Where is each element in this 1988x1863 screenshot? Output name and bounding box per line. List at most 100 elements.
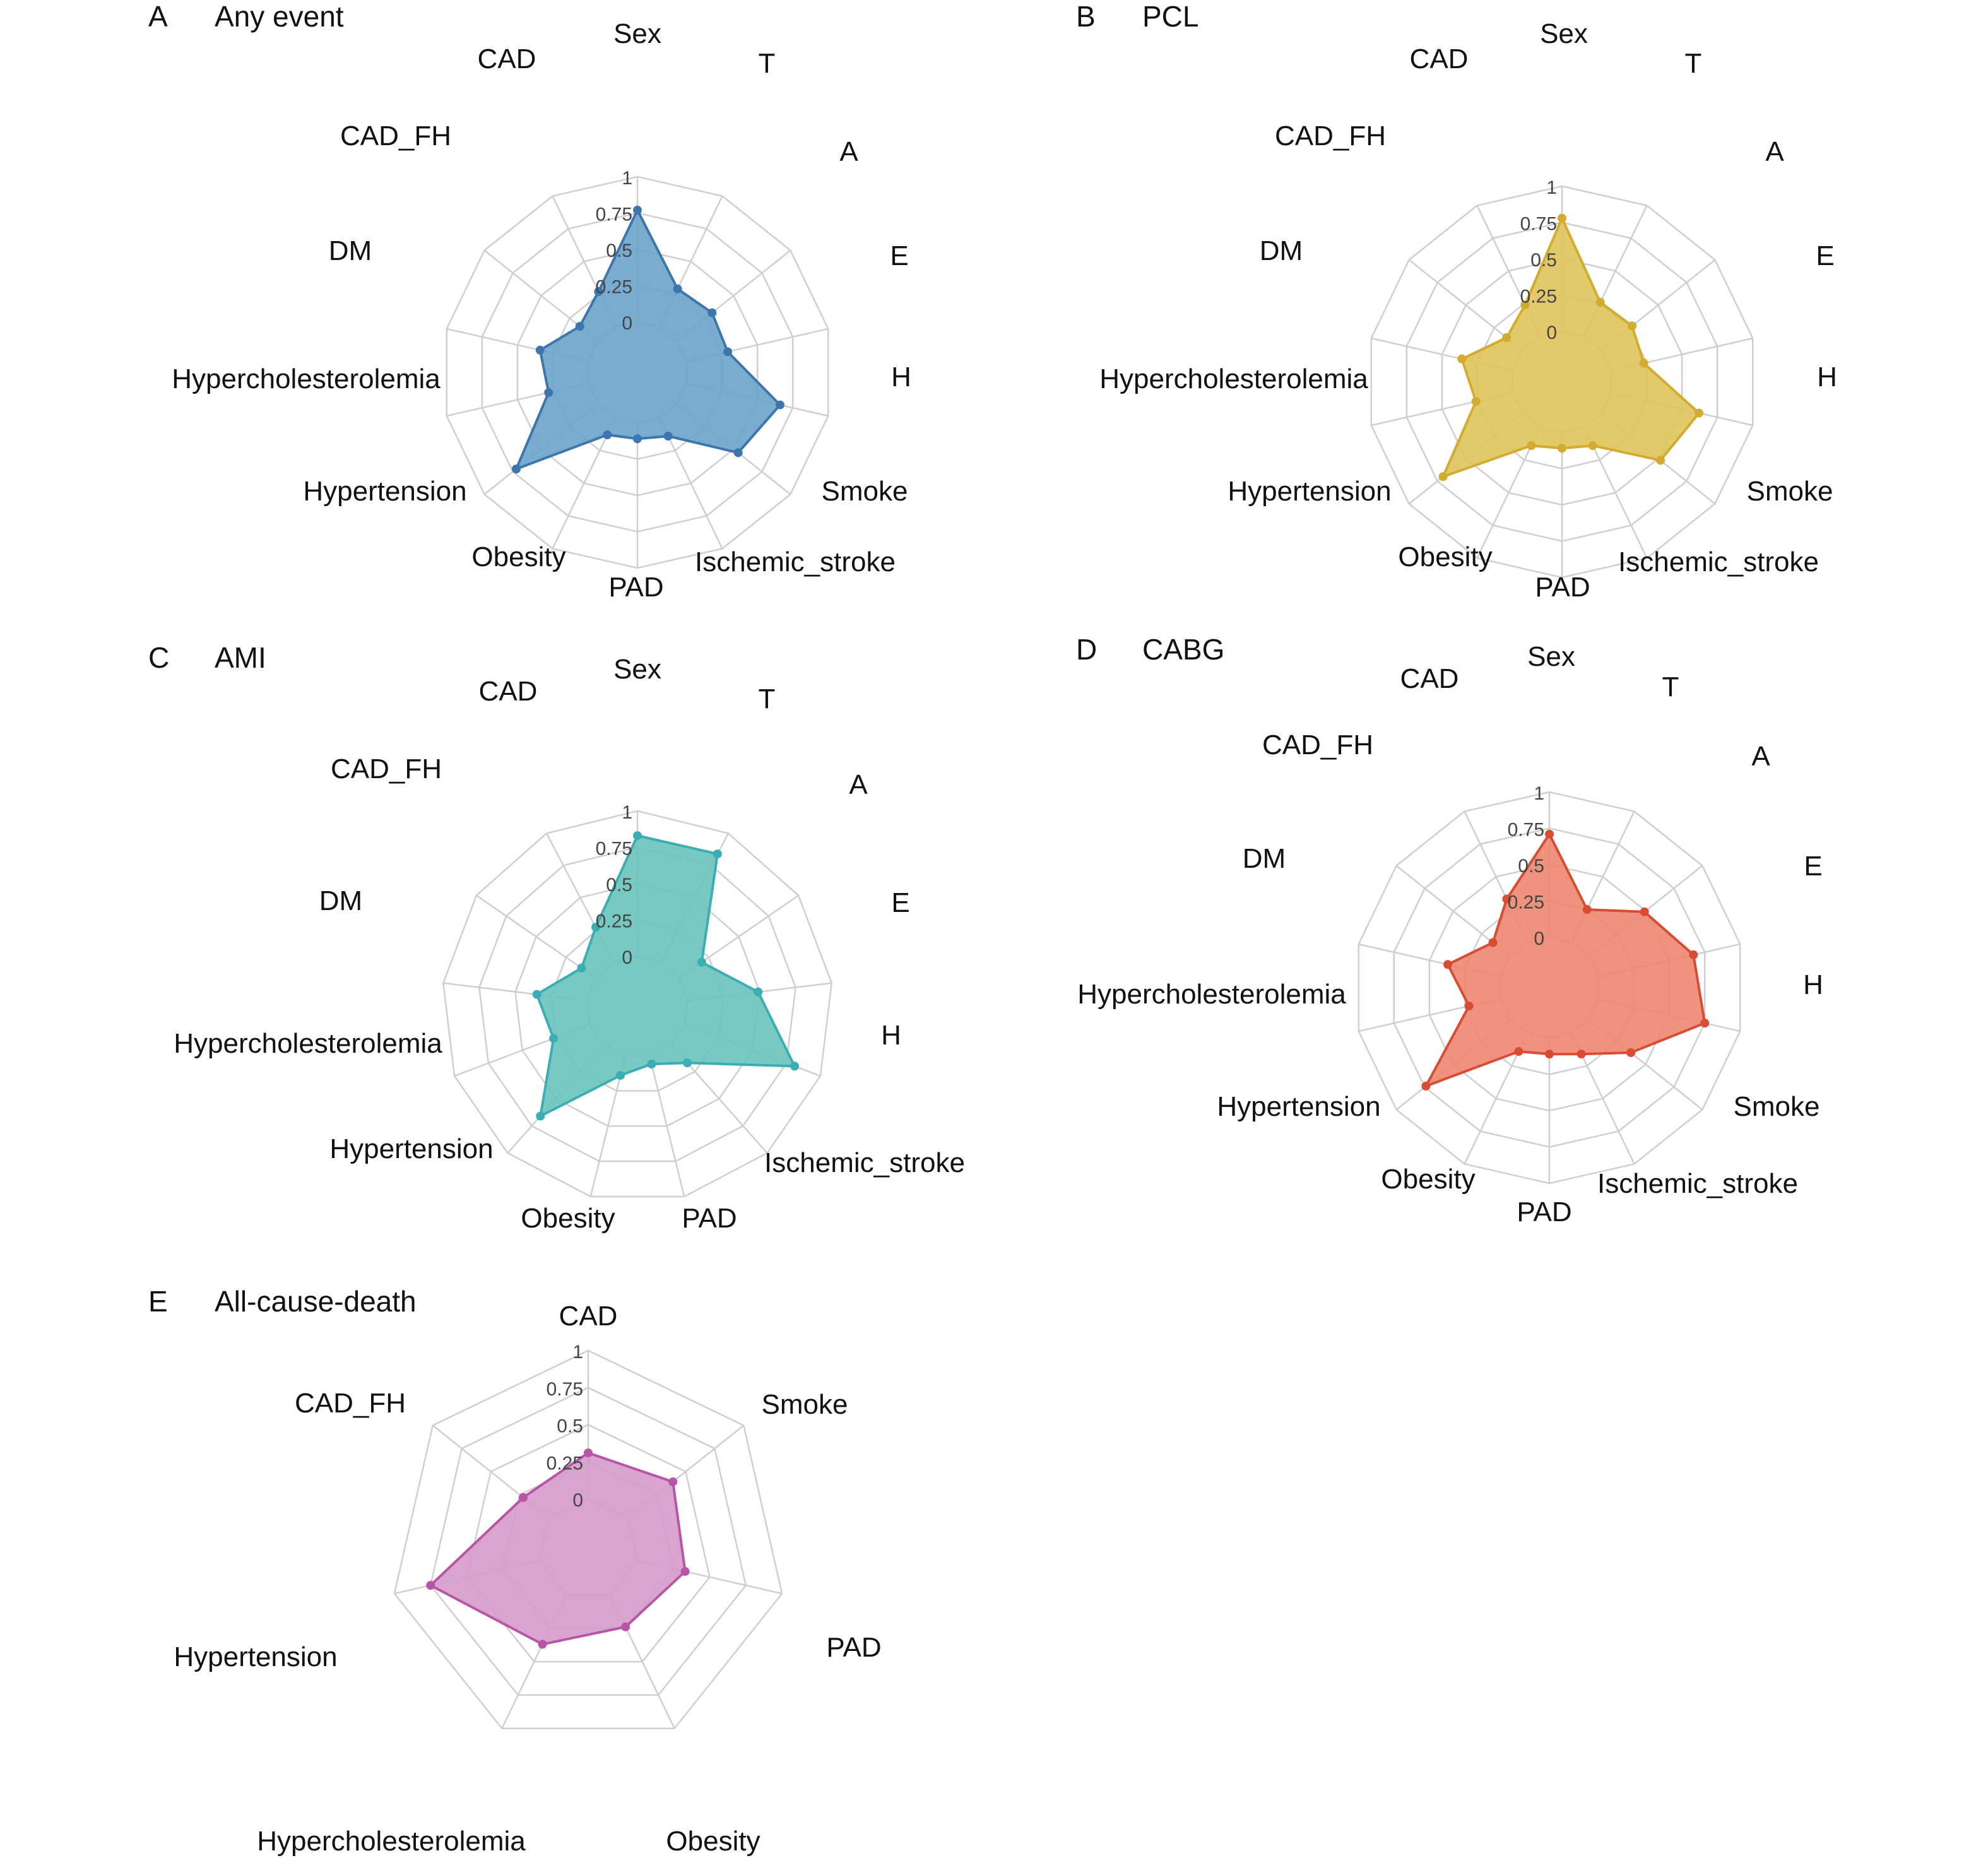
data-point-e	[754, 987, 763, 997]
data-point-sex	[1545, 829, 1554, 839]
data-point-a	[1640, 907, 1649, 916]
data-point-h	[1695, 408, 1704, 418]
data-point-dm	[535, 345, 545, 355]
tick-label: 0.75	[1520, 214, 1557, 235]
tick-label: 0.25	[547, 1453, 583, 1474]
data-point-hypercholesterolemia	[1471, 397, 1481, 406]
axis-label-e: E	[891, 887, 909, 918]
data-point-t	[1582, 905, 1592, 914]
axis-label-cad-fh: CAD_FH	[295, 1388, 406, 1419]
axis-label-pad: PAD	[826, 1632, 881, 1663]
data-point-cad-fh	[577, 963, 586, 973]
panel-letter: C	[148, 641, 169, 674]
axis-label-a: A	[849, 769, 868, 800]
axis-label-hypercholesterolemia: Hypercholesterolemia	[174, 1028, 442, 1059]
axis-label-hypertension: Hypertension	[303, 476, 466, 507]
axis-label-obesity: Obesity	[471, 541, 565, 572]
data-point-e	[723, 347, 733, 357]
tick-label: 1	[1534, 783, 1544, 804]
axis-label-hypercholesterolemia: Hypercholesterolemia	[1077, 979, 1346, 1010]
axis-label-cad: CAD	[1400, 663, 1459, 694]
axis-label-cad-fh: CAD_FH	[331, 754, 442, 784]
data-point-dm	[532, 990, 541, 999]
tick-label: 0.75	[547, 1379, 583, 1400]
data-point-hypertension	[426, 1581, 435, 1590]
series-area	[535, 834, 796, 1118]
data-point-e	[1689, 950, 1698, 959]
data-point-a	[697, 957, 706, 967]
data-point-t	[673, 284, 682, 293]
axis-label-t: T	[759, 48, 776, 79]
data-point-e	[1639, 358, 1648, 368]
data-point-cad-fh	[575, 322, 584, 331]
radar-panel-d: D CABG 0 0.25 0.5 0.75 1 Sex T A E H Smoke Ischemic_s…	[1076, 633, 1823, 1227]
axis-label-cad: CAD	[478, 44, 536, 74]
data-point-ischemic-stroke	[682, 1058, 692, 1068]
data-point-t	[713, 849, 722, 859]
panel-letter: E	[148, 1285, 168, 1318]
tick-label: 0	[572, 1490, 583, 1511]
axis-label-cad: CAD	[559, 1301, 618, 1332]
axis-label-t: T	[1685, 48, 1702, 79]
tick-label: 0.25	[596, 277, 632, 298]
axis-label-t: T	[759, 683, 776, 714]
data-point-a	[1628, 321, 1637, 331]
grid-spoke	[476, 894, 596, 979]
panel-title: Any event	[215, 0, 344, 33]
axis-label-h: H	[881, 1020, 901, 1051]
axis-label-hypertension: Hypertension	[1217, 1091, 1380, 1122]
tick-label: 0.75	[596, 204, 632, 225]
axis-label-a: A	[1751, 741, 1770, 772]
axis-label-hypercholesterolemia: Hypercholesterolemia	[172, 364, 441, 394]
tick-label: 0.75	[1508, 820, 1544, 841]
data-point-smoke	[733, 448, 743, 458]
series-area	[1441, 216, 1701, 478]
tick-label: 0.25	[1508, 892, 1544, 913]
radar-panel-a: A Any event 0 0.25 0.5 0.75 1 Sex T A E H Smoke Ische…	[148, 0, 911, 603]
axis-label-smoke: Smoke	[1747, 476, 1833, 507]
data-point-obesity	[616, 1070, 625, 1080]
data-point-hypercholesterolemia	[544, 388, 553, 398]
data-point-cad	[1502, 894, 1512, 904]
axis-label-sex: Sex	[1527, 641, 1575, 672]
grid-ring	[466, 1424, 711, 1663]
data-point-hypertension	[511, 464, 521, 474]
tick-label: 0.5	[557, 1416, 583, 1437]
series-area	[514, 208, 781, 471]
data-point-ischemic-stroke	[1577, 1050, 1586, 1059]
data-point-pad	[680, 1567, 690, 1576]
axis-label-e: E	[1804, 851, 1822, 882]
grid-ring	[393, 1349, 783, 1730]
grid-spoke	[552, 417, 617, 549]
axis-label-pad: PAD	[682, 1203, 737, 1234]
data-point-h	[790, 1062, 799, 1071]
panel-title: All-cause-death	[215, 1285, 417, 1318]
grid-ring	[429, 1387, 747, 1696]
data-point-a	[707, 308, 717, 317]
data-point-smoke	[668, 1477, 678, 1486]
panel-title: PCL	[1142, 0, 1198, 33]
data-point-obesity	[1514, 1047, 1524, 1056]
data-point-cad-fh	[1488, 938, 1498, 947]
axis-label-cad-fh: CAD_FH	[1275, 121, 1386, 151]
tick-label: 0.5	[1530, 250, 1557, 271]
tick-label: 0.5	[1518, 856, 1544, 877]
grid-ring	[478, 846, 796, 1162]
data-point-obesity	[603, 430, 612, 440]
data-point-smoke	[1626, 1048, 1636, 1057]
axis-label-e: E	[890, 240, 908, 271]
tick-label: 0	[622, 313, 632, 334]
tick-label: 0	[1546, 322, 1557, 343]
axis-label-smoke: Smoke	[822, 476, 908, 507]
data-point-smoke	[1656, 456, 1666, 465]
tick-label: 0	[1534, 928, 1544, 949]
data-point-hypercholesterolemia	[1464, 1002, 1474, 1011]
data-point-hypercholesterolemia	[549, 1034, 559, 1043]
tick-label: 1	[622, 168, 632, 189]
axis-label-ischemic-stroke: Ischemic_stroke	[1597, 1168, 1798, 1199]
data-point-hypertension	[1421, 1081, 1431, 1091]
data-point-sex	[633, 831, 642, 841]
panel-letter: A	[148, 0, 168, 33]
radar-panel-b: B PCL 0 0.25 0.5 0.75 1 Sex T A E H Smoke Ischemic_st…	[1076, 0, 1837, 603]
